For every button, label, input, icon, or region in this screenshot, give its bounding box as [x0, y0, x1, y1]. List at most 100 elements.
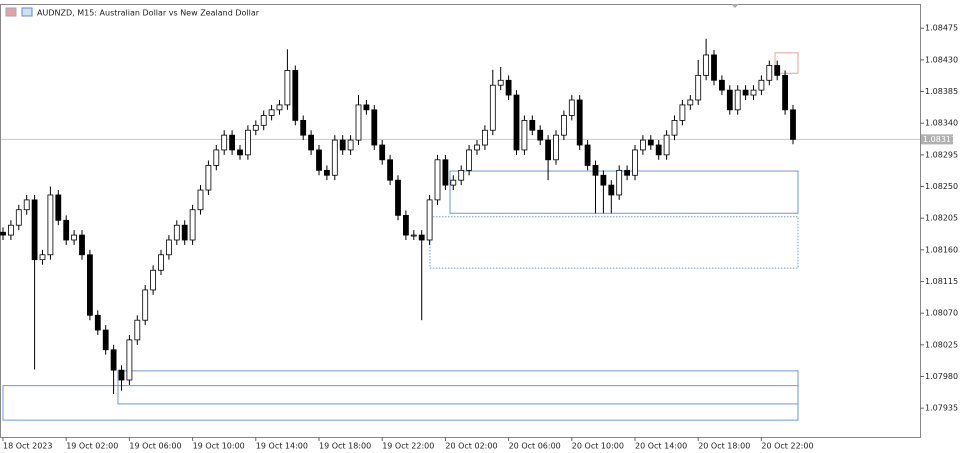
candle-body — [260, 115, 267, 126]
x-tick-label: 20 Oct 14:00 — [635, 442, 687, 451]
symbol-icon — [5, 7, 17, 17]
candle-body — [687, 99, 694, 106]
candle-body — [726, 89, 733, 111]
x-tick-label: 20 Oct 02:00 — [445, 442, 497, 451]
candle-body — [118, 369, 125, 381]
candle-body — [450, 179, 457, 186]
candle-body — [205, 165, 212, 191]
candle-body — [734, 89, 741, 111]
candle-body — [47, 194, 54, 256]
candle-body — [632, 149, 638, 176]
y-tick-label: 1.07935 — [925, 404, 958, 413]
x-tick-label: 20 Oct 18:00 — [698, 442, 750, 451]
candle-body — [244, 129, 251, 156]
candle-body — [553, 134, 559, 161]
x-tick-label: 19 Oct 02:00 — [66, 442, 118, 451]
y-tick-label: 1.08385 — [925, 87, 958, 96]
candle-body — [576, 99, 583, 146]
candle-body — [497, 79, 504, 86]
candle-body — [387, 159, 394, 181]
zone — [117, 370, 799, 405]
candle-body — [758, 79, 765, 91]
candle-body — [782, 74, 788, 111]
y-tick-label: 1.08070 — [925, 309, 958, 318]
shift-marker — [731, 4, 739, 8]
candle-body — [466, 149, 473, 171]
candle-body — [434, 159, 441, 201]
candle-body — [663, 134, 670, 156]
candle-body — [742, 89, 749, 96]
chart-icon — [21, 7, 33, 17]
candle-body — [418, 234, 425, 241]
candle-body — [679, 104, 686, 121]
candle-body — [158, 254, 164, 271]
candle-body — [229, 134, 236, 151]
x-tick-label: 19 Oct 10:00 — [193, 442, 245, 451]
candle-body — [395, 179, 401, 216]
candle-body — [284, 70, 291, 106]
candle-body — [71, 234, 77, 241]
candle-body — [711, 54, 717, 81]
candle-body — [545, 139, 551, 161]
candle-body — [23, 199, 30, 211]
candle-body — [640, 139, 646, 151]
candle-body — [126, 339, 133, 381]
candle-body — [15, 209, 22, 226]
candle-body — [766, 65, 773, 81]
candle-body — [197, 189, 204, 211]
candle-body — [87, 254, 93, 316]
candle-body — [252, 124, 259, 131]
candle-body — [173, 224, 180, 241]
candle-body — [537, 129, 544, 141]
candle-body — [268, 109, 275, 116]
candle-body — [379, 144, 386, 161]
candle-body — [339, 139, 346, 151]
candle-body — [600, 174, 607, 186]
candle-body — [458, 169, 465, 181]
candle-body — [489, 84, 496, 131]
candle-body — [323, 169, 330, 176]
y-tick-label: 1.08250 — [925, 182, 958, 191]
candle-body — [703, 54, 709, 76]
candle-body — [750, 89, 757, 96]
plot-frame — [0, 4, 921, 438]
candle-body — [221, 134, 228, 151]
candle-body — [426, 199, 433, 241]
candle-body — [371, 109, 378, 146]
candle-body — [316, 149, 322, 171]
x-tick-label: 19 Oct 06:00 — [129, 442, 181, 451]
candle-body — [355, 104, 362, 141]
candle-body — [213, 149, 220, 166]
x-tick-label: 20 Oct 10:00 — [572, 442, 624, 451]
price-label: 1.08317 — [923, 135, 956, 144]
candle-body — [308, 134, 315, 151]
candle-body — [363, 104, 370, 111]
candle-body — [561, 115, 567, 136]
y-tick-label: 1.08205 — [925, 214, 958, 223]
candle-body — [331, 139, 338, 176]
candle-body — [647, 139, 654, 146]
chart-title: AUDNZD, M15: Australian Dollar vs New Ze… — [37, 9, 260, 18]
candle-body — [568, 99, 575, 116]
candle-body — [237, 149, 243, 156]
x-tick-label: 20 Oct 06:00 — [509, 442, 561, 451]
candle-body — [7, 224, 14, 236]
zone — [774, 52, 799, 74]
candle-body — [189, 209, 196, 241]
candle-body — [94, 314, 101, 331]
candle-body — [347, 139, 354, 151]
candle-body — [655, 144, 662, 156]
candle-body — [79, 234, 85, 256]
candle-body — [624, 169, 630, 176]
candle-body — [300, 119, 307, 136]
candle-body — [292, 70, 299, 121]
candle-body — [55, 194, 62, 221]
candle-body — [695, 74, 702, 101]
candle-body — [0, 231, 6, 236]
candle-body — [671, 119, 678, 136]
candle-body — [719, 79, 725, 91]
candle-body — [513, 94, 520, 151]
candle-body — [165, 239, 172, 256]
y-tick-label: 1.08025 — [925, 340, 958, 349]
